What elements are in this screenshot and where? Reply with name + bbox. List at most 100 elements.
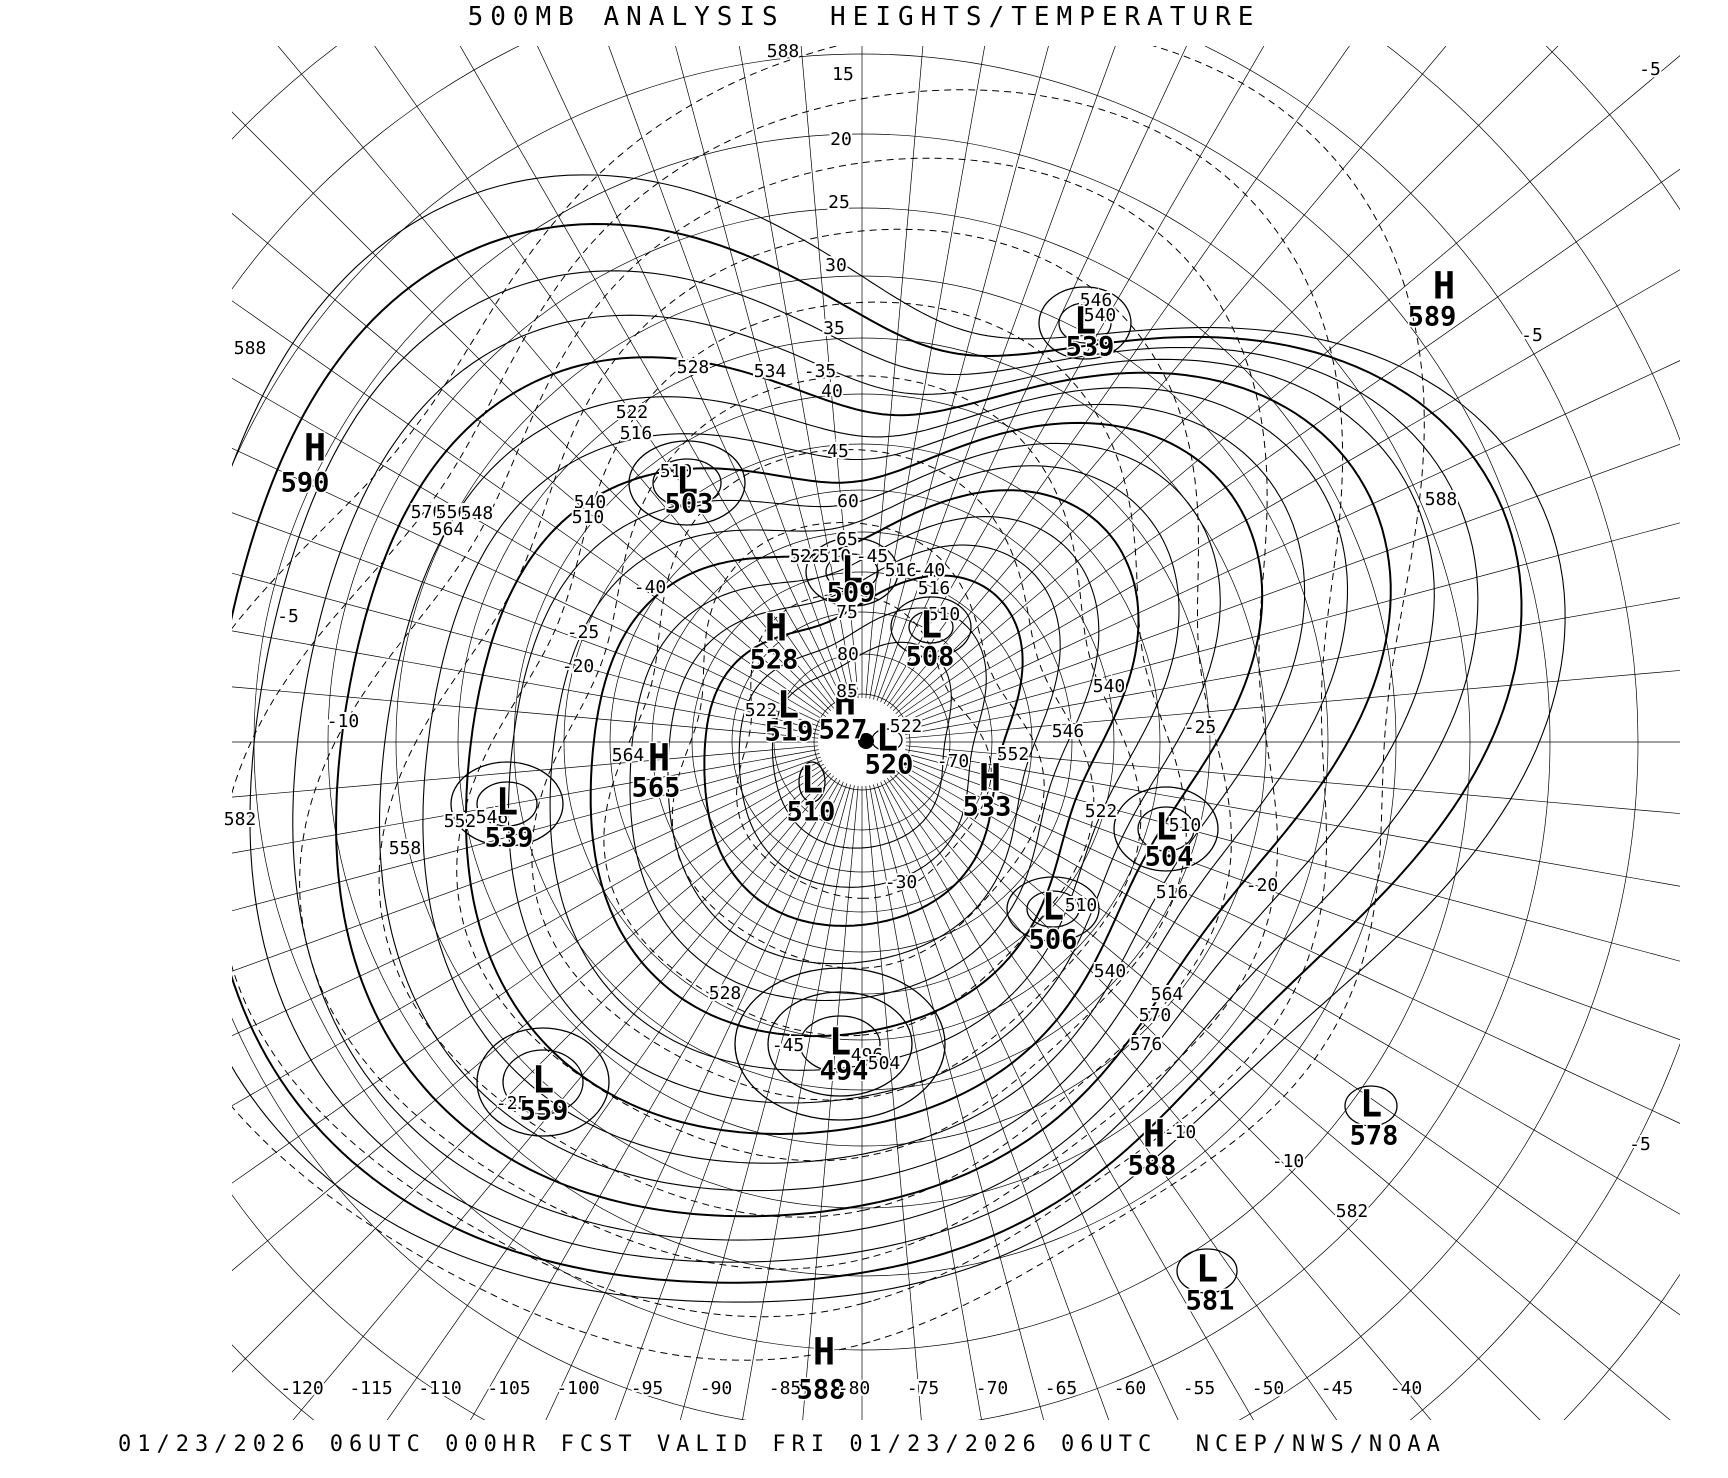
height-contour-label: 510 <box>660 461 693 482</box>
meridian-line <box>679 784 851 1420</box>
center-value: 494 <box>820 1056 869 1087</box>
longitude-label: -105 <box>487 1378 530 1399</box>
high-letter: H <box>648 737 670 780</box>
map-caption: 01/23/2026 06UTC 000HR FCST VALID FRI 01… <box>118 1432 1446 1457</box>
temperature-label: -25 <box>567 622 600 643</box>
closed-contour-ring <box>652 458 722 508</box>
latitude-label: 35 <box>823 318 845 339</box>
meridian-line <box>232 512 821 728</box>
height-contour-label: 528 <box>709 983 742 1004</box>
meridian-line <box>738 46 855 699</box>
longitude-label: -120 <box>280 1378 323 1399</box>
longitude-label: -45 <box>1321 1378 1354 1399</box>
meridian-line <box>890 775 1432 1420</box>
latitude-label: 40 <box>821 381 843 402</box>
low-letter: L <box>841 549 863 592</box>
longitude-label: -110 <box>418 1378 461 1399</box>
temperature-label: -25 <box>1184 717 1217 738</box>
height-contour-label: 528 <box>677 357 710 378</box>
meridian-line <box>886 46 1350 707</box>
center-value: 581 <box>1186 1286 1235 1317</box>
temperature-label: -35 <box>804 361 837 382</box>
temperature-label: -40 <box>634 577 667 598</box>
meridian-line <box>880 781 1179 1420</box>
height-contour-label: 516 <box>918 578 951 599</box>
meridian-line <box>890 46 1447 709</box>
center-value: 588 <box>797 1375 846 1406</box>
low-letter: L <box>676 460 698 503</box>
center-value: 588 <box>1128 1151 1177 1182</box>
height-contour-label: 522 <box>745 700 778 721</box>
temperature-label: -40 <box>913 560 946 581</box>
meridian-line <box>905 597 1680 735</box>
center-value: 509 <box>827 578 876 609</box>
closed-contour-ring <box>805 537 899 607</box>
temperature-label: -10 <box>1164 1122 1197 1143</box>
longitude-label: -50 <box>1252 1378 1285 1399</box>
height-contour-label: 540 <box>1084 305 1117 326</box>
temperature-contour <box>456 301 1187 1162</box>
height-contour-label: 576 <box>1130 1034 1163 1055</box>
temperature-contour <box>232 89 1344 1318</box>
meridian-line <box>905 749 1680 887</box>
closed-contour-ring <box>502 1049 584 1115</box>
meridian-line <box>904 753 1680 962</box>
closed-contour-ring <box>1137 806 1195 852</box>
temperature-label: -5 <box>1629 1134 1651 1155</box>
latitude-label: 25 <box>828 192 850 213</box>
low-center-rings <box>450 286 1398 1294</box>
latitude-label: 30 <box>825 255 847 276</box>
meridian-line <box>232 770 829 1272</box>
temperature-label: -10 <box>1272 1151 1305 1172</box>
meridian-line <box>232 756 821 972</box>
longitude-label: -65 <box>1045 1378 1078 1399</box>
meridian-line <box>614 783 848 1420</box>
longitude-label: -100 <box>556 1378 599 1399</box>
closed-contour-ring <box>734 967 946 1121</box>
temperature-label: -45 <box>856 546 889 567</box>
longitude-label: -95 <box>631 1378 664 1399</box>
height-contour-label: 588 <box>767 41 800 62</box>
high-letter: H <box>979 757 1001 800</box>
meridian-line <box>869 785 982 1420</box>
low-letter: L <box>1155 806 1177 849</box>
closed-contour-ring <box>628 440 746 526</box>
center-value: 510 <box>787 797 836 828</box>
meridian-line <box>892 772 1541 1420</box>
center-value: 590 <box>281 468 330 499</box>
meridian-line <box>545 781 844 1420</box>
map-title: 500MB ANALYSIS HEIGHTS/TEMPERATURE <box>467 2 1261 32</box>
height-contour-label: 546 <box>476 807 509 828</box>
closed-contour-ring <box>825 553 879 591</box>
height-contour <box>549 465 1180 1071</box>
closed-contour-ring <box>1113 786 1219 872</box>
meridian-line <box>892 46 1559 712</box>
longitude-label: -55 <box>1183 1378 1216 1399</box>
center-value: 539 <box>1066 332 1115 363</box>
longitude-label: -85 <box>769 1378 802 1399</box>
center-value: 527 <box>819 715 868 746</box>
temperature-label: -20 <box>1246 875 1279 896</box>
height-contour-label: 540 <box>574 492 607 513</box>
meridian-line <box>899 763 1680 1215</box>
height-contour <box>232 174 1566 1303</box>
height-contour-label: 522 <box>790 546 823 567</box>
height-contour-label: 552 <box>997 744 1030 765</box>
meridian-line <box>232 447 823 724</box>
latitude-label: 75 <box>836 602 858 623</box>
closed-contour-ring <box>1038 286 1132 360</box>
closed-contour-ring <box>890 596 972 658</box>
meridian-line <box>903 756 1680 1041</box>
meridian-line <box>883 779 1254 1420</box>
height-contour-label: 564 <box>432 519 465 540</box>
closed-contour-ring <box>1176 1248 1238 1294</box>
